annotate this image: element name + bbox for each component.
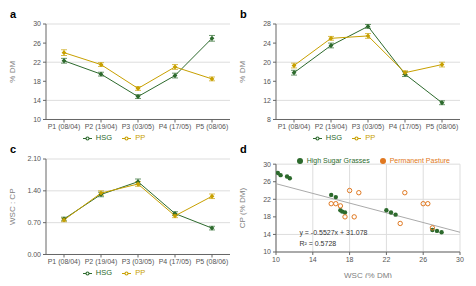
- svg-text:22: 22: [383, 256, 391, 263]
- svg-text:26: 26: [419, 256, 427, 263]
- svg-text:P1 (08/04): P1 (08/04): [278, 123, 311, 131]
- svg-text:30: 30: [33, 20, 41, 27]
- svg-text:0.00: 0.00: [27, 251, 41, 258]
- html-text:HSG: HSG: [325, 133, 343, 143]
- html-text:PP: PP: [365, 133, 376, 143]
- svg-text:% DM: % DM: [8, 61, 17, 83]
- svg-text:R² = 0.5728: R² = 0.5728: [299, 240, 336, 247]
- svg-text:18: 18: [346, 256, 354, 263]
- svg-text:P1 (08/04): P1 (08/04): [48, 123, 81, 131]
- svg-text:WSC : CP: WSC : CP: [8, 189, 17, 225]
- svg-text:14: 14: [263, 231, 271, 238]
- html-text:a: a: [10, 8, 17, 20]
- svg-text:CP (% DM): CP (% DM): [238, 188, 247, 229]
- svg-text:1.40: 1.40: [27, 187, 41, 194]
- html-text:HSG: HSG: [95, 268, 113, 278]
- svg-text:P3 (03/05): P3 (03/05): [352, 123, 385, 131]
- svg-text:8: 8: [267, 116, 271, 123]
- svg-text:P2 (19/04): P2 (19/04): [85, 123, 118, 131]
- svg-text:28: 28: [263, 20, 271, 27]
- svg-text:0.70: 0.70: [27, 219, 41, 226]
- html-text:PP: PP: [135, 133, 146, 143]
- svg-text:14: 14: [309, 256, 317, 263]
- svg-text:2.10: 2.10: [27, 155, 41, 162]
- svg-text:22: 22: [263, 196, 271, 203]
- html-text:c: c: [10, 143, 17, 155]
- svg-text:P3 (03/05): P3 (03/05): [122, 123, 155, 131]
- svg-text:P5 (08/06): P5 (08/06): [196, 123, 229, 131]
- svg-text:P2 (19/04): P2 (19/04): [85, 258, 118, 266]
- svg-text:P4 (17/05): P4 (17/05): [389, 123, 422, 131]
- svg-text:30: 30: [456, 256, 464, 263]
- svg-text:20: 20: [263, 59, 271, 66]
- html-text:b: b: [240, 8, 247, 20]
- svg-text:P4 (17/05): P4 (17/05): [159, 123, 192, 131]
- svg-text:y = -0.5527x + 31.078: y = -0.5527x + 31.078: [299, 229, 367, 237]
- svg-text:P2 (19/04): P2 (19/04): [315, 123, 348, 131]
- svg-text:24: 24: [263, 40, 271, 47]
- svg-text:18: 18: [263, 213, 271, 220]
- svg-text:WSC (% DM): WSC (% DM): [344, 271, 392, 278]
- svg-text:26: 26: [33, 40, 41, 47]
- svg-text:10: 10: [263, 248, 271, 255]
- svg-text:P4 (17/05): P4 (17/05): [159, 258, 192, 266]
- html-text:d: d: [240, 143, 247, 155]
- svg-text:P3 (03/05): P3 (03/05): [122, 258, 155, 266]
- svg-text:% DM: % DM: [238, 61, 247, 83]
- html-text:HSG: HSG: [95, 133, 113, 143]
- svg-text:30: 30: [263, 161, 271, 168]
- html-text:Permanent Pasture: Permanent Pasture: [389, 157, 450, 164]
- svg-text:26: 26: [263, 178, 271, 185]
- svg-text:P5 (08/06): P5 (08/06): [426, 123, 459, 131]
- svg-text:P1 (08/04): P1 (08/04): [48, 258, 81, 266]
- svg-text:16: 16: [263, 78, 271, 85]
- svg-text:10: 10: [272, 256, 280, 263]
- svg-text:P5 (08/06): P5 (08/06): [196, 258, 229, 266]
- svg-text:18: 18: [33, 78, 41, 85]
- svg-text:22: 22: [33, 59, 41, 66]
- svg-text:14: 14: [33, 97, 41, 104]
- svg-text:10: 10: [33, 116, 41, 123]
- html-text:PP: PP: [135, 268, 146, 278]
- html-text:High Sugar Grasses: High Sugar Grasses: [306, 157, 370, 164]
- svg-text:12: 12: [263, 97, 271, 104]
